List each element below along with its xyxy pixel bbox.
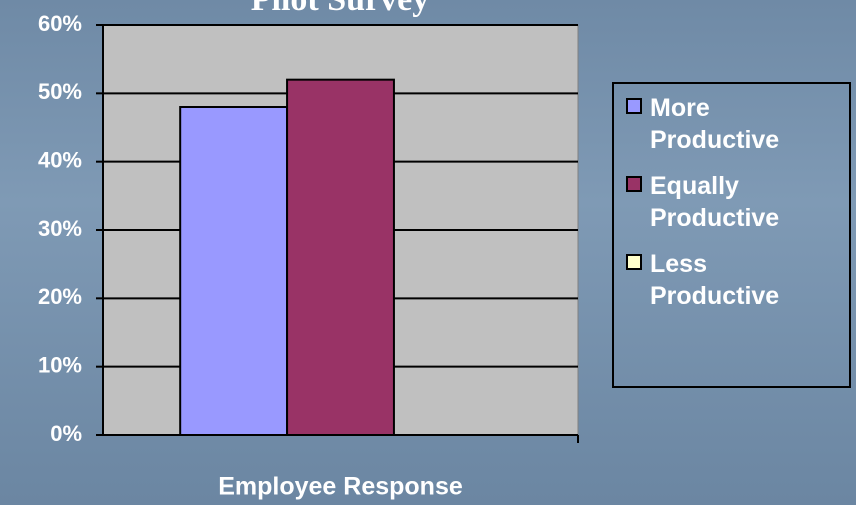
y-tick-label: 0%	[50, 421, 82, 446]
legend-label: Less Productive	[650, 250, 780, 310]
legend-item: More Productive	[626, 92, 849, 156]
y-tick-label: 40%	[38, 147, 82, 172]
y-tick-label: 60%	[38, 11, 82, 36]
y-tick-label: 10%	[38, 352, 82, 377]
y-tick-label: 50%	[38, 79, 82, 104]
legend-label: More Productive	[650, 94, 780, 154]
y-tick-label: 30%	[38, 216, 82, 241]
legend-swatch	[626, 98, 642, 114]
chart-title: Pilot Survey	[251, 0, 429, 18]
legend-item: Less Productive	[626, 248, 849, 312]
legend-label: Equally Productive	[650, 172, 780, 232]
legend-item: Equally Productive	[626, 170, 849, 234]
legend-swatch	[626, 254, 642, 270]
legend-swatch	[626, 176, 642, 192]
bar	[286, 78, 395, 437]
y-tick-label: 20%	[38, 284, 82, 309]
bar	[179, 106, 289, 436]
x-tick-label: Employee Response	[218, 473, 463, 501]
legend: More Productive Equally Productive Less Pr…	[612, 82, 851, 388]
